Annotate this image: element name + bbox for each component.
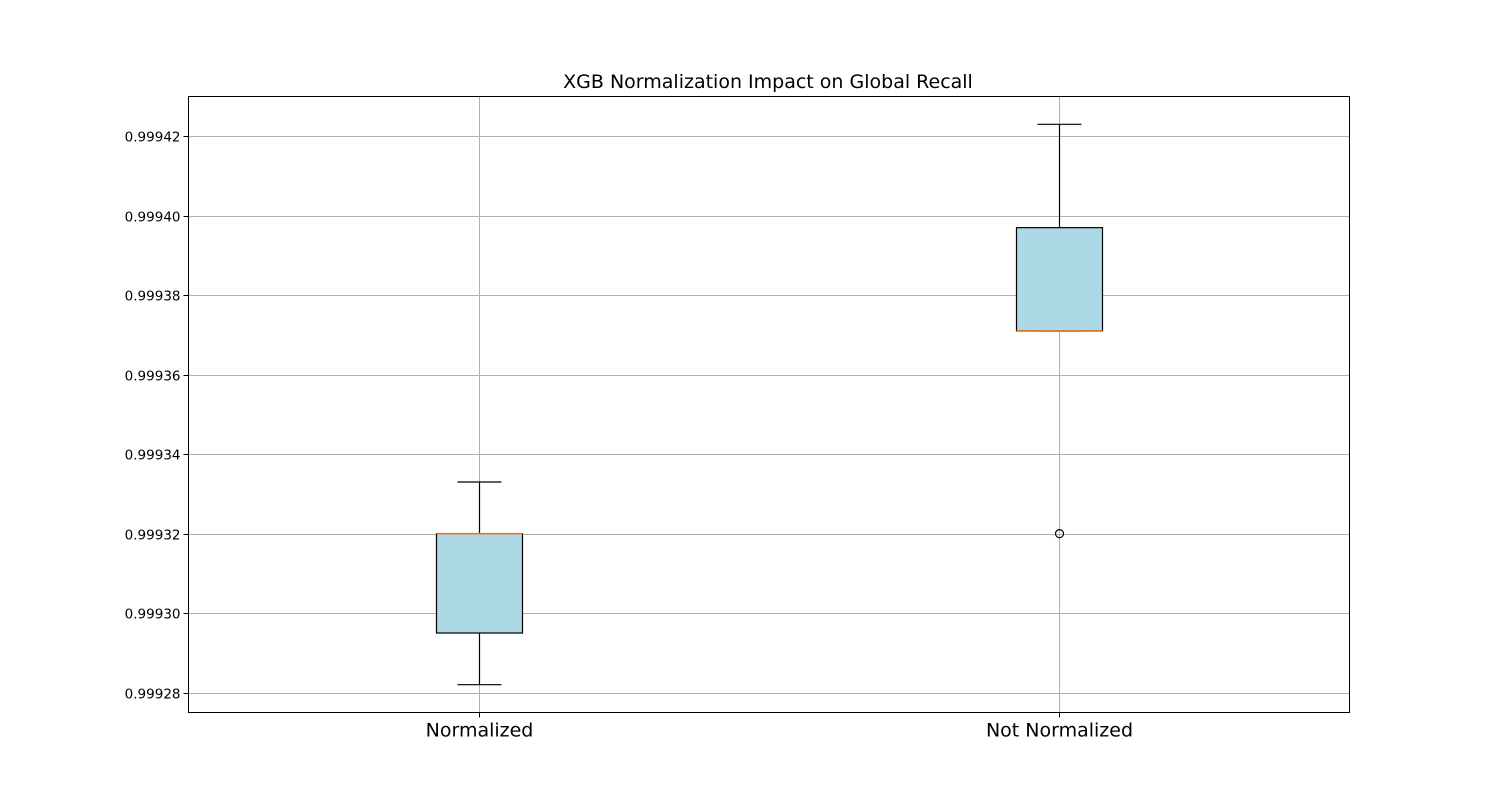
y-tick-label: 0.99942: [125, 130, 181, 146]
y-tick-label: 0.99940: [125, 210, 181, 226]
y-tick-label: 0.99932: [125, 528, 181, 544]
x-tick-label: Not Normalized: [986, 720, 1133, 742]
box-iqr: [1015, 227, 1104, 332]
boxes: [435, 123, 1104, 686]
y-axis-ticks: 0.99928 0.99930 0.99932 0.99934 0.99936 0.999…: [125, 130, 189, 703]
box-group: [435, 481, 524, 686]
y-tick-label: 0.99934: [125, 448, 181, 464]
y-tick-label: 0.99936: [125, 369, 181, 385]
plot-frame: [188, 96, 1350, 713]
y-tick-label: 0.99938: [125, 289, 181, 305]
x-axis-ticks: Normalized Not Normalized: [426, 712, 1133, 742]
y-tick-label: 0.99928: [125, 687, 181, 703]
grid-lines: [188, 96, 1350, 713]
box-iqr: [435, 533, 524, 634]
box-group: [1015, 123, 1104, 539]
x-tick-label: Normalized: [426, 720, 534, 742]
y-tick-label: 0.99930: [125, 607, 181, 623]
outlier-point: [1054, 529, 1065, 539]
chart-title: XGB Normalization Impact on Global Recal…: [563, 71, 973, 93]
